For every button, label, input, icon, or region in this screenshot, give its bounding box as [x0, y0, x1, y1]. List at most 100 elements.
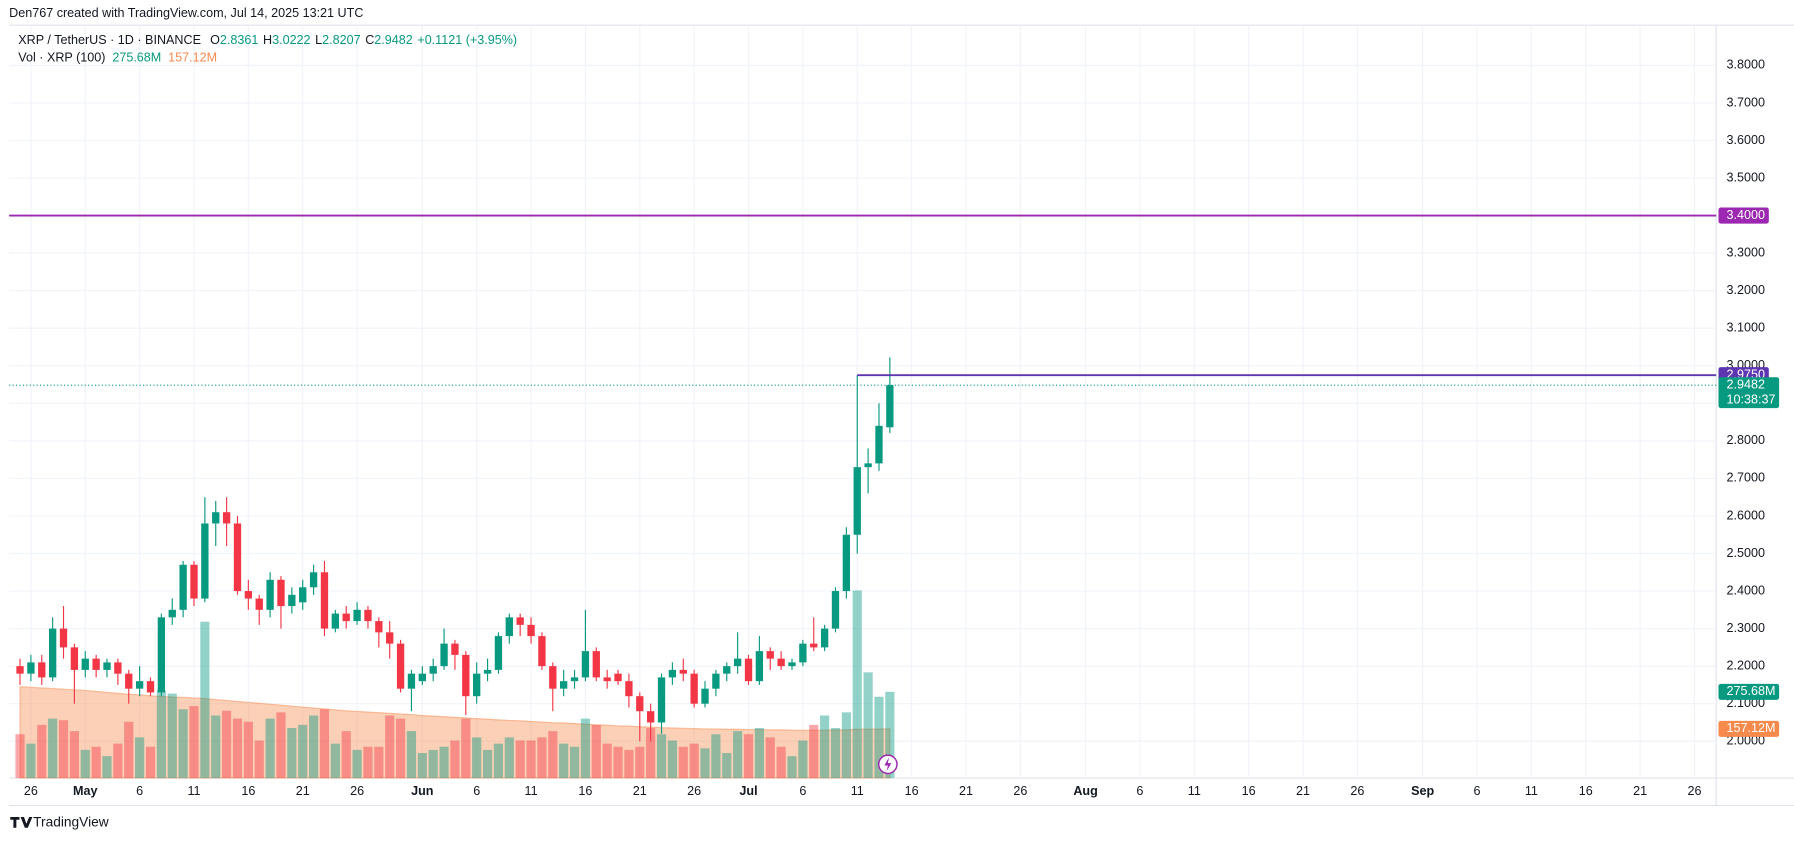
legend-readout-label: H: [263, 34, 272, 48]
candle-body: [570, 677, 579, 682]
candle-body: [233, 523, 242, 592]
x-tick-label: 11: [525, 784, 538, 798]
legend-readout-label: L: [315, 34, 322, 48]
volume-bar: [330, 743, 340, 779]
x-tick-label: 16: [905, 784, 919, 798]
candle-body: [309, 572, 318, 588]
candle-body: [38, 662, 46, 678]
candle-body: [212, 512, 220, 524]
volume-bar: [102, 756, 112, 779]
legend-volume-title: Vol · XRP (100): [18, 51, 105, 65]
volume-bar: [15, 734, 25, 779]
candle-body: [810, 643, 818, 648]
volume-bar: [352, 749, 362, 779]
volume-bar: [602, 743, 612, 779]
x-tick-label: 6: [799, 784, 806, 798]
volume-bar: [646, 728, 656, 779]
candle-body: [886, 385, 894, 428]
volume-ma-tag-label: 157.12M: [1726, 721, 1775, 735]
volume-bar: [765, 737, 775, 779]
candle-body: [396, 643, 405, 689]
volume-bar: [537, 737, 547, 779]
volume-bar: [37, 724, 47, 779]
y-tick-label: 3.5000: [1726, 170, 1764, 184]
price-tag-label: 3.4000: [1726, 208, 1764, 222]
volume-bar: [678, 746, 688, 779]
candle-body: [549, 666, 557, 689]
candle-body: [222, 512, 231, 524]
candle-body: [538, 636, 546, 667]
volume-bar: [26, 743, 36, 779]
grid: 2.00002.10002.20002.30002.40002.50002.60…: [9, 25, 1765, 798]
candle-body: [690, 673, 698, 704]
volume-bar: [743, 734, 754, 779]
x-tick-label: 6: [473, 784, 480, 798]
x-tick-label: 26: [1687, 784, 1701, 798]
candle-body: [451, 643, 459, 655]
countdown: 10:38:37: [1726, 392, 1775, 406]
legend-readout-value: 2.8207: [322, 34, 360, 48]
x-tick-label: 11: [187, 784, 200, 798]
y-tick-label: 2.0000: [1726, 734, 1764, 748]
volume-bar: [265, 718, 275, 779]
candle-body: [331, 613, 340, 629]
volume-bar: [591, 724, 601, 779]
volume-bar: [124, 721, 134, 779]
candle-body: [146, 681, 155, 693]
x-tick-label: 26: [350, 784, 364, 798]
x-tick-label: 21: [959, 784, 973, 798]
x-tick-label: 26: [24, 784, 38, 798]
candle-body: [190, 564, 198, 599]
legend-volume: Vol · XRP (100) 275.68M 157.12M: [18, 51, 217, 65]
x-tick-label: 26: [1013, 784, 1027, 798]
candle-body: [875, 425, 883, 464]
volume-bar: [820, 715, 830, 779]
volume-bar: [787, 756, 797, 779]
volume-bar: [363, 746, 373, 779]
volume-bar: [385, 715, 395, 779]
brand-name: TradingView: [33, 814, 109, 829]
legend-readout-label: O: [210, 34, 220, 48]
volume-bar: [406, 731, 417, 779]
volume-bar: [656, 734, 667, 779]
legend-readout-value: 2.8361: [220, 34, 258, 48]
x-tick-label: Jun: [411, 784, 433, 798]
volume-bar: [754, 728, 764, 779]
volume-bar: [548, 731, 558, 779]
volume-bar: [841, 712, 851, 779]
volume-bar: [852, 590, 862, 779]
price-tag: [1718, 207, 1769, 224]
volume-bar: [287, 728, 297, 779]
y-tick-label: 2.7000: [1726, 471, 1764, 485]
candle-body: [386, 632, 394, 644]
volume-bar: [58, 720, 69, 779]
x-tick-label: 26: [1350, 784, 1364, 798]
volume-bar: [80, 749, 90, 779]
volume-bar: [776, 746, 786, 779]
legend-readout-value: 3.0222: [272, 34, 310, 48]
candle-body: [473, 673, 481, 697]
candle-body: [842, 534, 851, 592]
x-tick-label: 16: [578, 784, 592, 798]
candle-body: [125, 673, 133, 689]
volume-bar: [396, 718, 406, 779]
candle-body: [179, 564, 187, 610]
volume-bar: [211, 715, 221, 779]
volume-bar: [885, 691, 895, 779]
x-tick-label: Jul: [739, 784, 757, 798]
volume-bar: [450, 740, 460, 779]
last-price-tag: [1718, 377, 1780, 409]
volume-bar: [613, 746, 623, 779]
candle-body: [27, 662, 35, 674]
y-tick-label: 3.8000: [1726, 58, 1764, 72]
x-tick-label: 21: [296, 784, 310, 798]
candle-body: [16, 666, 24, 674]
candle-body: [560, 681, 568, 689]
candle-body: [48, 628, 57, 678]
volume-bar: [428, 749, 438, 779]
volume-bar: [809, 724, 819, 779]
y-tick-label: 3.1000: [1726, 321, 1764, 335]
y-tick-label: 3.6000: [1726, 133, 1764, 147]
